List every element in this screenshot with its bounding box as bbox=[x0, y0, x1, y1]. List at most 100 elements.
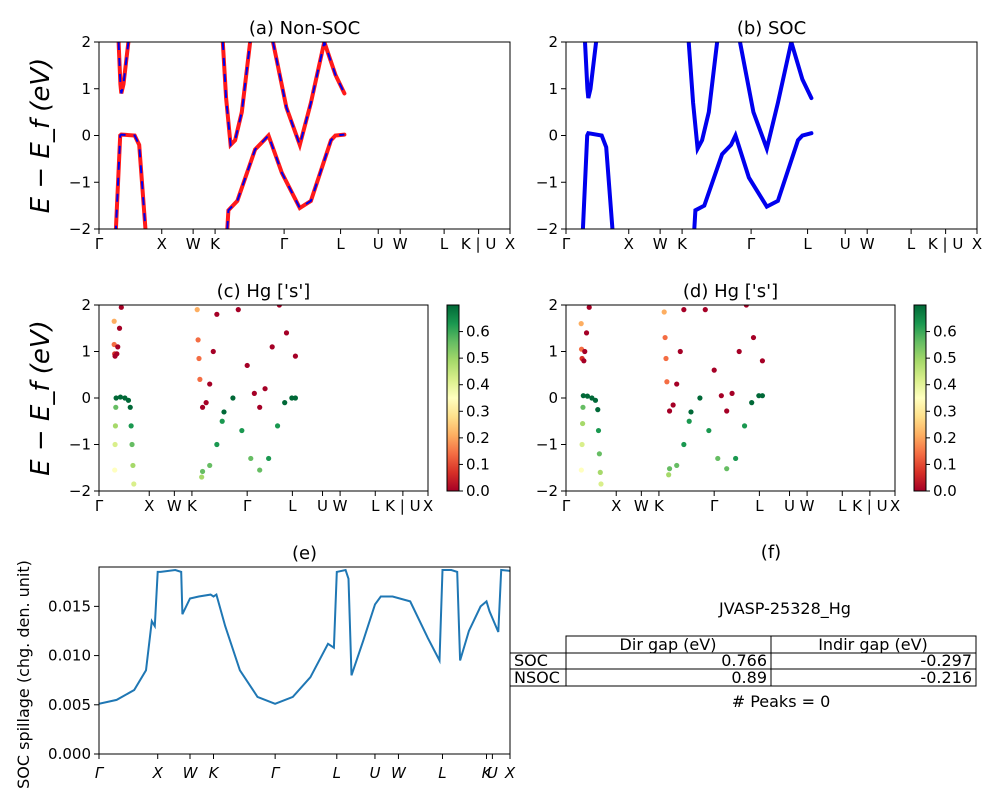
band-point bbox=[203, 400, 209, 406]
colorbar-tick-label: 0.5 bbox=[466, 349, 490, 367]
x-tick-label: Γ bbox=[280, 235, 289, 253]
band-point bbox=[266, 455, 272, 462]
x-tick-label: L bbox=[336, 235, 345, 253]
y-tick-label: 1 bbox=[81, 80, 91, 98]
x-tick-label: L bbox=[440, 235, 449, 253]
band-point bbox=[199, 468, 206, 475]
panel-f-title: (f) bbox=[761, 542, 781, 563]
x-tick-label: Γ bbox=[710, 497, 719, 515]
x-tick-label: W bbox=[167, 497, 182, 515]
band-point bbox=[749, 400, 755, 406]
band-point bbox=[195, 337, 201, 343]
band-point bbox=[597, 469, 603, 475]
band-point bbox=[677, 348, 683, 355]
x-tick-label: L bbox=[907, 235, 916, 253]
band-point bbox=[219, 418, 225, 424]
x-tick-label: W bbox=[653, 235, 668, 253]
y-axis-label: E − E_f (eV) bbox=[26, 58, 56, 214]
x-tick-label: K bbox=[482, 764, 493, 782]
band-point bbox=[235, 307, 241, 313]
axes-frame bbox=[565, 304, 896, 492]
band-point bbox=[697, 395, 703, 401]
x-tick-label: X bbox=[890, 497, 900, 515]
band-point bbox=[661, 309, 667, 315]
y-tick-label: −2 bbox=[69, 482, 91, 500]
y-tick-label: 1 bbox=[548, 343, 558, 361]
band-point bbox=[702, 307, 708, 313]
band-point bbox=[283, 330, 290, 336]
y-tick-label: −1 bbox=[536, 173, 558, 191]
colorbar-tick-label: 0.3 bbox=[466, 402, 490, 420]
band-point bbox=[759, 393, 766, 399]
x-tick-label: X bbox=[505, 235, 515, 253]
band-point bbox=[276, 305, 282, 308]
y-tick-label: −2 bbox=[536, 482, 558, 500]
band-point bbox=[584, 393, 591, 399]
band-point bbox=[666, 408, 673, 414]
band-point bbox=[681, 441, 687, 448]
y-tick-label: −1 bbox=[69, 436, 91, 454]
x-tick-label: L bbox=[333, 764, 341, 782]
y-tick-label: 1 bbox=[81, 343, 91, 361]
colorbar-tick-label: 0.6 bbox=[466, 323, 490, 341]
axes-frame bbox=[565, 41, 978, 230]
band-point bbox=[580, 420, 586, 427]
colorbar-tick-label: 0.0 bbox=[466, 482, 490, 500]
x-tick-label: W bbox=[634, 497, 649, 515]
colorbar-tick-label: 0.2 bbox=[466, 429, 490, 447]
x-tick-label: Γ bbox=[747, 235, 756, 253]
band-point bbox=[199, 474, 205, 480]
x-tick-label: L bbox=[371, 497, 380, 515]
band-point bbox=[221, 409, 227, 415]
band-lines bbox=[113, 42, 347, 229]
y-tick-label: −2 bbox=[69, 220, 91, 238]
table-col-header-indir: Indir gap (eV) bbox=[818, 635, 928, 654]
band-point bbox=[248, 455, 254, 462]
x-tick-label: X bbox=[504, 764, 516, 782]
x-tick-label: K | U bbox=[385, 497, 420, 515]
band-point bbox=[207, 381, 213, 387]
band-point bbox=[197, 376, 203, 382]
table-cell-nsoc-dir: 0.89 bbox=[731, 668, 767, 687]
x-tick-label: K | U bbox=[461, 235, 496, 253]
colorbar-tick-label: 0.6 bbox=[933, 323, 957, 341]
x-tick-label: X bbox=[624, 235, 634, 253]
band-point bbox=[282, 400, 288, 406]
x-tick-label: K bbox=[209, 764, 220, 782]
x-tick-label: K | U bbox=[928, 235, 963, 253]
x-tick-label: Γ bbox=[562, 497, 571, 515]
y-tick-label: −2 bbox=[536, 220, 558, 238]
x-tick-label: U bbox=[840, 235, 851, 253]
band-point bbox=[269, 344, 275, 350]
band-point bbox=[681, 307, 687, 313]
x-tick-label: Γ bbox=[95, 497, 104, 515]
band-point bbox=[706, 427, 712, 434]
table-cell-soc-dir: 0.766 bbox=[721, 651, 767, 670]
colorbar-tick-label: 0.4 bbox=[933, 376, 957, 394]
band-point bbox=[214, 441, 220, 448]
band-line-soc-overlay bbox=[226, 133, 345, 229]
x-tick-label: L bbox=[838, 497, 847, 515]
x-tick-label: X bbox=[144, 497, 154, 515]
band-point bbox=[117, 394, 124, 400]
band-point bbox=[674, 462, 680, 469]
band-point bbox=[257, 404, 263, 410]
band-point bbox=[113, 395, 119, 401]
x-tick-label: W bbox=[393, 235, 408, 253]
band-line-soc bbox=[580, 130, 615, 229]
y-tick-label: 2 bbox=[81, 296, 91, 314]
x-tick-label: W bbox=[183, 764, 199, 782]
band-point bbox=[759, 358, 766, 364]
band-point bbox=[262, 386, 268, 392]
y-tick-label: 0.000 bbox=[48, 745, 91, 763]
peaks-label: # Peaks = 0 bbox=[732, 692, 831, 711]
table-row-label-soc: SOC bbox=[514, 651, 548, 670]
band-point bbox=[736, 348, 742, 355]
band-point bbox=[578, 321, 584, 327]
x-tick-label: L bbox=[438, 764, 446, 782]
band-line-nonsoc bbox=[220, 42, 253, 150]
band-point bbox=[115, 344, 121, 350]
colorbar-tick-label: 0.2 bbox=[933, 429, 957, 447]
